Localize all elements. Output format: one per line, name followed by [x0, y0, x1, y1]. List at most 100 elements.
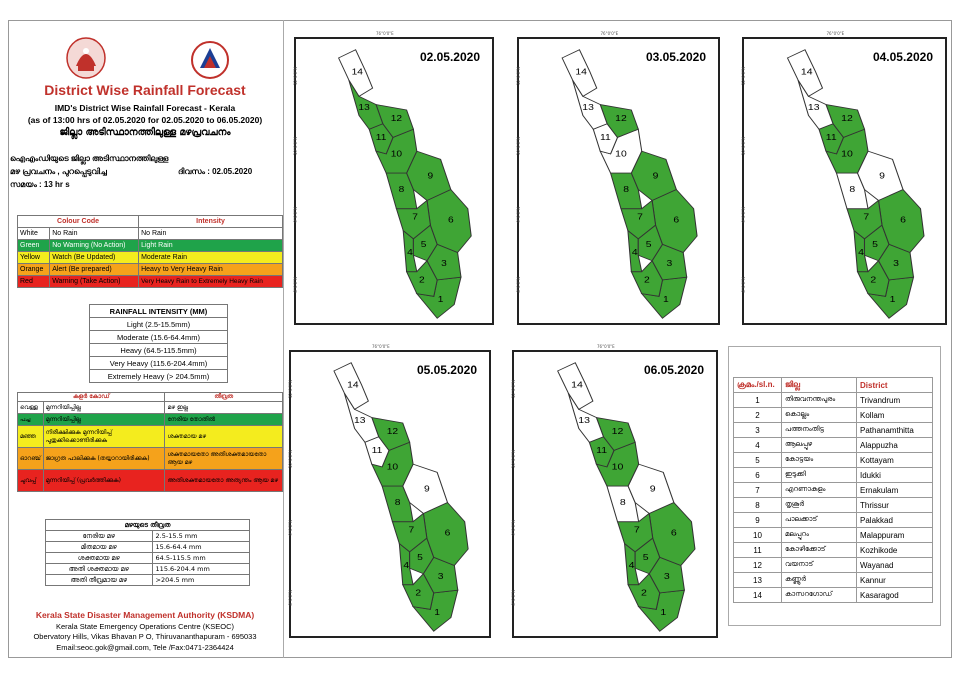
district-row: 10 മലപ്പുറം Malappuram — [733, 527, 933, 543]
district-number: 13 — [582, 103, 594, 112]
district-en: Alappuzha — [856, 437, 933, 453]
district-head-sl: ക്രമം./sl.n. — [733, 377, 782, 393]
district-number: 5 — [646, 240, 652, 249]
ml-rain-intensity-head: മഴയുടെ തീവ്രത — [45, 519, 250, 531]
lat-label: 10°0'0"N — [511, 450, 516, 469]
subtitle-ml: ജില്ലാ അടിസ്ഥാനത്തിലുള്ള മഴപ്രവചനം — [59, 127, 231, 138]
ksdma-logo-icon — [191, 41, 229, 79]
district-sl: 8 — [733, 497, 782, 513]
district-en: Palakkad — [856, 512, 933, 528]
district-sl: 1 — [733, 392, 782, 408]
district-number: 11 — [600, 133, 611, 142]
forecast-map-5: 06.05.2020 76°0'0"E 12°0'0"N 10°0'0"N 9°0'0"… — [511, 344, 718, 638]
forecast-map-2: 03.05.2020 76°0'0"E 12°0'0"N 10°0'0"N 9°0'0"… — [516, 31, 720, 325]
district-table-box — [728, 346, 941, 626]
ml-colour-code-table: കളർ കോഡ് തീവ്രത വെള്ള മുന്നറിയിപ്പില്ല മഴ ഇ… — [16, 392, 283, 492]
colour-code-cell: No Rain — [138, 227, 283, 240]
ml-rain-intensity-table: മഴയുടെ തീവ്രത നേരിയ മഴ 2.5-15.5 mm മിതമായ … — [45, 519, 251, 586]
district-number: 12 — [391, 114, 402, 123]
page-title: District Wise Rainfall Forecast — [44, 82, 246, 98]
map-date: 03.05.2020 — [645, 50, 706, 64]
district-row: 9 പാലക്കാട് Palakkad — [733, 512, 933, 528]
district-en: Thrissur — [856, 497, 933, 513]
colour-code-row: Yellow Watch (Be Updated) Moderate Rain — [16, 251, 283, 264]
intensity-head: Intensity — [138, 215, 283, 228]
district-number: 8 — [623, 185, 629, 194]
district-number: 7 — [637, 213, 643, 222]
district-sl: 14 — [733, 587, 782, 603]
district-sl: 3 — [733, 422, 782, 438]
district-14-region — [337, 49, 374, 97]
lat-label: 8°0'0"N — [741, 277, 746, 293]
ml-colour-code-cell: ഓറഞ്ച് — [17, 447, 44, 470]
rainfall-intensity-row: Heavy (64.5-115.5mm) — [89, 343, 228, 357]
ml-colour-code-cell: നിരീക്ഷിക്കുക മുന്നറിയിപ്പ് പുതുക്കിക്കൊ… — [42, 425, 166, 448]
rainfall-intensity-cell: Extremely Heavy (> 204.5mm) — [89, 369, 228, 383]
info-line-3: സമയം : 13 hr s — [10, 180, 70, 189]
district-number: 9 — [428, 171, 434, 180]
ml-colour-code-cell: മഞ്ഞ — [17, 425, 44, 448]
district-en: Kozhikode — [856, 542, 933, 558]
ml-colour-code-cell: മുന്നറിയിപ്പില്ല — [42, 413, 166, 426]
ml-colour-code-row: പച്ച മുന്നറിയിപ്പില്ല നേരിയ തോതിൽ — [17, 413, 283, 426]
forecast-map-4: 05.05.2020 76°0'0"E 12°0'0"N 10°0'0"N 9°0'0"… — [288, 344, 491, 638]
district-number: 5 — [872, 239, 878, 249]
district-number: 13 — [578, 416, 590, 426]
district-6-region — [648, 501, 696, 567]
lat-label: 9°0'0"N — [288, 520, 293, 536]
district-number: 4 — [629, 561, 635, 571]
lat-label: 8°0'0"N — [511, 590, 516, 606]
footer-org: Kerala State Disaster Management Authori… — [35, 610, 255, 620]
district-number: 6 — [673, 215, 679, 224]
lon-label: 76°0'0"E — [376, 31, 394, 36]
district-sl: 7 — [733, 482, 782, 498]
district-number: 5 — [643, 553, 649, 563]
district-en: Kollam — [856, 407, 933, 423]
ml-intensity-head: തീവ്രത — [164, 392, 283, 402]
lat-label: 8°0'0"N — [516, 277, 521, 293]
district-number: 7 — [863, 212, 869, 222]
district-number: 4 — [632, 248, 638, 257]
colour-code-cell: White — [16, 227, 51, 240]
ml-colour-code-cell: മുന്നറിയിപ്പ് (പ്രവർത്തിക്കുക) — [42, 469, 166, 492]
lat-label: 12°0'0"N — [516, 67, 521, 86]
district-number: 6 — [671, 528, 677, 538]
ml-colour-code-row: മഞ്ഞ നിരീക്ഷിക്കുക മുന്നറിയിപ്പ് പുതുക്കി… — [17, 425, 283, 448]
district-number: 8 — [395, 498, 401, 507]
district-row: 2 കൊല്ലം Kollam — [733, 407, 933, 423]
district-number: 1 — [434, 608, 440, 617]
ml-rain-value: 2.5-15.5 mm — [151, 530, 251, 542]
district-number: 3 — [438, 572, 444, 581]
colour-code-row: Green No Warning (No Action) Light Rain — [16, 239, 283, 252]
ml-colour-code-row: ചുവപ്പ് മുന്നറിയിപ്പ് (പ്രവർത്തിക്കുക) അതി… — [17, 469, 283, 492]
district-number: 1 — [663, 295, 669, 304]
colour-code-cell: Heavy to Very Heavy Rain — [138, 263, 283, 276]
district-number: 1 — [438, 295, 444, 304]
rainfall-intensity-cell: Moderate (15.6-64.4mm) — [89, 330, 228, 344]
map-date: 05.05.2020 — [416, 363, 477, 377]
ml-rain-name: ശക്തമായ മഴ — [45, 552, 153, 564]
district-14-region — [557, 362, 594, 410]
ml-rain-intensity-row: നേരിയ മഴ 2.5-15.5 mm — [45, 530, 251, 542]
lon-label: 76°0'0"E — [600, 31, 619, 36]
colour-code-cell: Red — [16, 275, 51, 288]
ml-colour-code-cell: വെള്ള — [17, 401, 44, 414]
district-number: 3 — [441, 259, 447, 268]
rainfall-intensity-cell: Very Heavy (115.6-204.4mm) — [89, 356, 228, 370]
district-en: Pathanamthitta — [856, 422, 933, 438]
ml-colour-code-cell: ചുവപ്പ് — [17, 469, 44, 492]
district-number: 10 — [387, 463, 398, 472]
district-sl: 6 — [733, 467, 782, 483]
district-number: 4 — [403, 561, 409, 570]
district-row: 11 കോഴിക്കോട് Kozhikode — [733, 542, 933, 558]
subtitle-imd: IMD's District Wise Rainfall Forecast - … — [54, 103, 236, 113]
district-number: 4 — [407, 248, 413, 257]
colour-code-cell: Orange — [16, 263, 51, 276]
district-number: 2 — [644, 276, 650, 285]
ml-rain-intensity-row: മിതമായ മഴ 15.6-64.4 mm — [45, 541, 251, 553]
colour-code-cell: Light Rain — [138, 239, 283, 252]
lat-label: 10°0'0"N — [516, 137, 521, 156]
district-6-region — [426, 188, 472, 254]
